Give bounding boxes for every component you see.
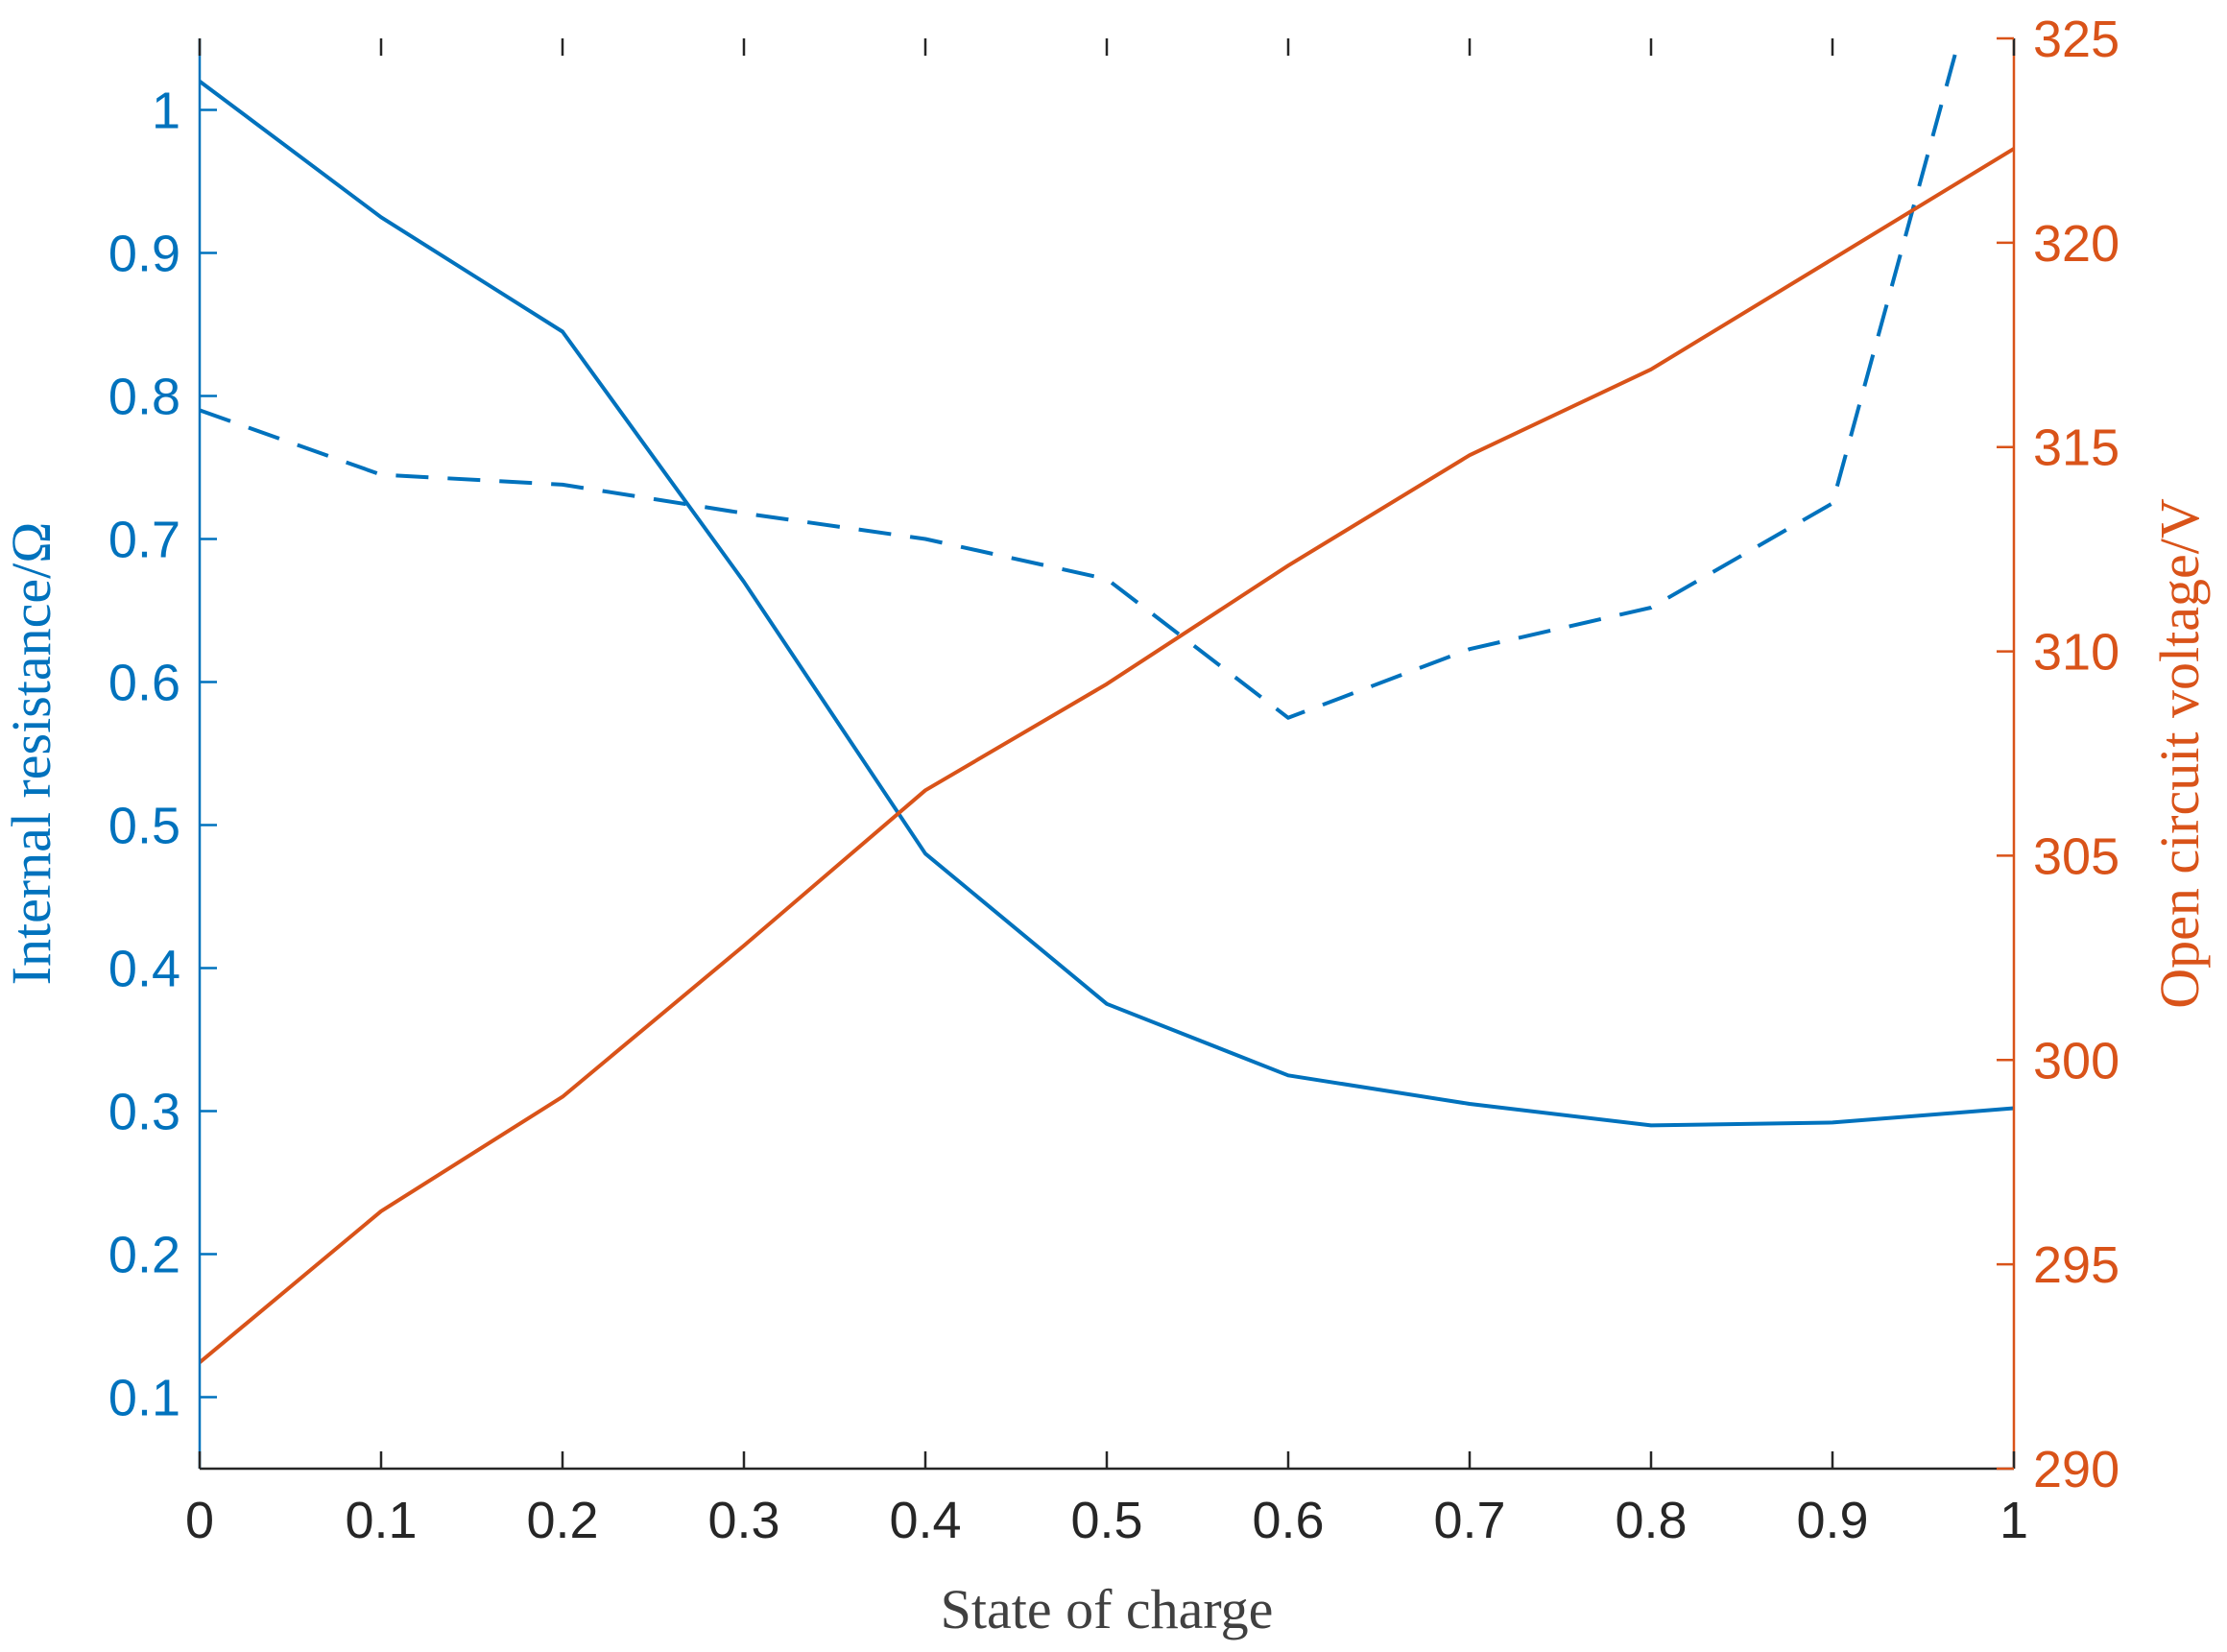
x-tick-label: 0.7 xyxy=(1433,1492,1505,1549)
y-left-tick-label: 0.4 xyxy=(108,941,180,998)
x-tick-label: 0.1 xyxy=(345,1492,417,1549)
x-axis-title: State of charge xyxy=(941,1578,1274,1640)
y-right-tick-label: 325 xyxy=(2033,11,2119,68)
y-right-tick-label: 310 xyxy=(2033,624,2119,682)
y-right-tick-label: 315 xyxy=(2033,419,2119,477)
series-line-3 xyxy=(200,147,2014,1364)
y-right-axis-title: Open circuit voltage/V xyxy=(2148,498,2211,1009)
x-tick-label: 0.6 xyxy=(1252,1492,1324,1549)
y-left-tick-label: 0.6 xyxy=(108,655,180,712)
x-tick-label: 0.8 xyxy=(1615,1492,1687,1549)
y-right-tick-label: 320 xyxy=(2033,215,2119,273)
y-right-tick-label: 305 xyxy=(2033,827,2119,885)
x-tick-label: 0.4 xyxy=(889,1492,961,1549)
y-left-tick-label: 0.1 xyxy=(108,1370,180,1427)
x-tick-label: 0 xyxy=(185,1492,214,1549)
y-left-tick-label: 0.9 xyxy=(108,226,180,283)
y-left-tick-label: 0.5 xyxy=(108,798,180,855)
y-left-tick-label: 0.8 xyxy=(108,369,180,426)
x-tick-label: 0.5 xyxy=(1070,1492,1142,1549)
y-left-tick-label: 0.2 xyxy=(108,1227,180,1284)
y-left-tick-label: 1 xyxy=(152,83,180,140)
y-left-tick-label: 0.7 xyxy=(108,512,180,569)
x-tick-label: 0.3 xyxy=(707,1492,779,1549)
x-tick-label: 0.9 xyxy=(1796,1492,1868,1549)
y-right-tick-label: 295 xyxy=(2033,1236,2119,1294)
y-right-tick-label: 300 xyxy=(2033,1032,2119,1089)
x-tick-label: 1 xyxy=(2000,1492,2028,1549)
y-right-tick-label: 290 xyxy=(2033,1441,2119,1498)
y-left-axis-title: Internal resistance/Ω xyxy=(0,522,62,986)
series-line-1 xyxy=(200,80,2014,1128)
x-tick-label: 0.2 xyxy=(526,1492,598,1549)
y-left-tick-label: 0.3 xyxy=(108,1084,180,1141)
series-line-2 xyxy=(200,38,1962,720)
